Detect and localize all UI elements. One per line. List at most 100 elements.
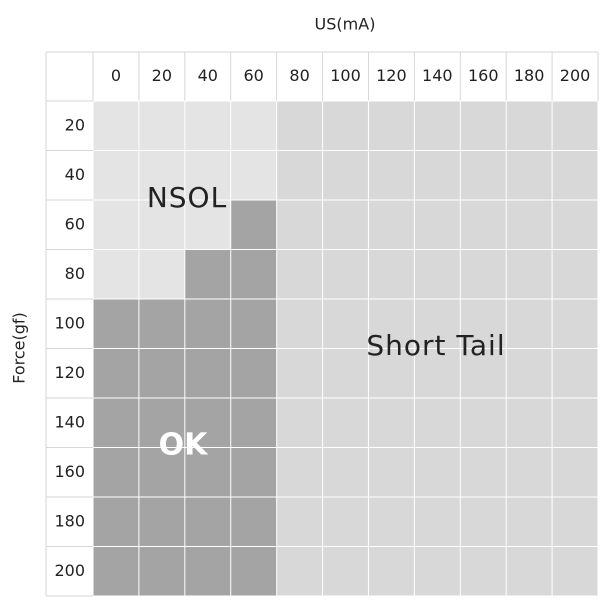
row-header: 40	[65, 165, 85, 184]
cell	[506, 546, 553, 596]
column-header: 60	[244, 66, 264, 85]
cell	[552, 348, 598, 398]
cell	[506, 150, 553, 200]
cell	[276, 299, 323, 349]
cell	[276, 546, 323, 596]
cell	[414, 150, 461, 200]
column-header: 100	[330, 66, 361, 85]
cell	[276, 249, 323, 299]
cell	[552, 398, 598, 448]
row-header: 80	[65, 264, 85, 283]
column-header: 180	[514, 66, 545, 85]
cell	[322, 348, 369, 398]
column-header: 120	[376, 66, 407, 85]
column-header: 20	[152, 66, 172, 85]
cell	[276, 447, 323, 497]
cell	[93, 101, 139, 151]
cell	[276, 150, 323, 200]
cell	[460, 348, 507, 398]
column-header: 160	[468, 66, 499, 85]
cell	[184, 447, 231, 497]
cell	[460, 249, 507, 299]
cell	[230, 398, 277, 448]
cell	[322, 150, 369, 200]
cell	[184, 299, 231, 349]
cell	[93, 299, 139, 349]
cell	[138, 447, 185, 497]
cell	[138, 200, 185, 250]
cell	[230, 249, 277, 299]
cell	[276, 200, 323, 250]
cell	[93, 398, 139, 448]
cell	[322, 447, 369, 497]
cell	[93, 546, 139, 596]
cell	[184, 101, 231, 151]
cell	[460, 447, 507, 497]
column-header: 200	[560, 66, 591, 85]
column-header: 80	[289, 66, 309, 85]
cell	[138, 299, 185, 349]
cell	[506, 398, 553, 448]
cell	[506, 447, 553, 497]
cell	[138, 249, 185, 299]
cell	[322, 398, 369, 448]
cell	[184, 546, 231, 596]
cell	[552, 101, 598, 151]
cell	[368, 497, 415, 547]
cell	[552, 200, 598, 250]
cell	[368, 101, 415, 151]
cell	[460, 497, 507, 547]
cell	[322, 546, 369, 596]
cell	[230, 150, 277, 200]
region-label: Short Tail	[366, 329, 505, 362]
cell	[184, 150, 231, 200]
cell	[552, 249, 598, 299]
cell	[138, 546, 185, 596]
cell	[460, 200, 507, 250]
cell	[276, 398, 323, 448]
cell	[414, 546, 461, 596]
cell	[93, 447, 139, 497]
cell	[414, 497, 461, 547]
cell	[138, 101, 185, 151]
cell	[414, 101, 461, 151]
row-header: 60	[65, 214, 85, 233]
cell	[414, 299, 461, 349]
cell	[460, 546, 507, 596]
cell	[93, 348, 139, 398]
region-label: NSOL	[147, 181, 227, 214]
cell	[322, 299, 369, 349]
cell	[184, 398, 231, 448]
row-header: 100	[54, 313, 85, 332]
cell	[368, 150, 415, 200]
cell	[368, 398, 415, 448]
cell	[552, 447, 598, 497]
cell	[414, 249, 461, 299]
cell	[506, 200, 553, 250]
cell	[368, 348, 415, 398]
cell	[368, 447, 415, 497]
cell	[460, 398, 507, 448]
cell	[506, 249, 553, 299]
cell	[93, 497, 139, 547]
cell	[414, 348, 461, 398]
y-axis-label: Force(gf)	[10, 312, 29, 384]
column-header: 140	[422, 66, 453, 85]
row-header: 20	[65, 115, 85, 134]
column-header: 0	[111, 66, 121, 85]
cell	[184, 497, 231, 547]
cell	[322, 249, 369, 299]
cell	[506, 299, 553, 349]
cell	[552, 150, 598, 200]
cell	[368, 546, 415, 596]
cell	[230, 497, 277, 547]
grid-lines	[45, 51, 599, 597]
cell	[230, 101, 277, 151]
cell	[276, 348, 323, 398]
cell	[93, 150, 139, 200]
cell	[414, 447, 461, 497]
cell	[230, 447, 277, 497]
row-header: 160	[54, 462, 85, 481]
cell	[138, 348, 185, 398]
